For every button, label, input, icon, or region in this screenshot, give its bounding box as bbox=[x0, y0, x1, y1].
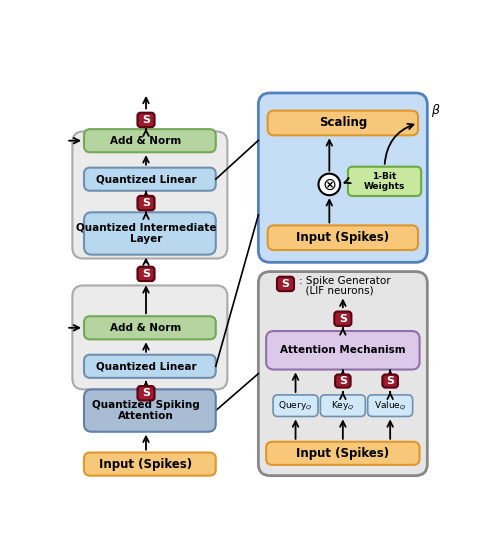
Text: S: S bbox=[281, 279, 290, 289]
FancyBboxPatch shape bbox=[138, 267, 155, 281]
Text: : Spike Generator: : Spike Generator bbox=[299, 276, 391, 286]
FancyBboxPatch shape bbox=[138, 113, 155, 127]
Text: Quantized Linear: Quantized Linear bbox=[96, 174, 196, 184]
FancyBboxPatch shape bbox=[334, 311, 351, 326]
Text: Quantized Spiking
Attention: Quantized Spiking Attention bbox=[92, 400, 200, 421]
FancyBboxPatch shape bbox=[84, 389, 216, 432]
FancyBboxPatch shape bbox=[84, 168, 216, 191]
Text: Scaling: Scaling bbox=[319, 117, 367, 129]
FancyBboxPatch shape bbox=[277, 277, 294, 291]
Text: Query$_Q$: Query$_Q$ bbox=[278, 399, 312, 412]
FancyBboxPatch shape bbox=[72, 131, 227, 258]
Text: S: S bbox=[339, 314, 347, 324]
FancyBboxPatch shape bbox=[266, 331, 419, 370]
FancyBboxPatch shape bbox=[320, 395, 365, 416]
Text: 1-Bit
Weights: 1-Bit Weights bbox=[364, 172, 405, 191]
FancyBboxPatch shape bbox=[348, 167, 421, 196]
FancyBboxPatch shape bbox=[84, 355, 216, 378]
Text: Input (Spikes): Input (Spikes) bbox=[296, 447, 389, 460]
Text: S: S bbox=[142, 198, 150, 208]
FancyBboxPatch shape bbox=[138, 196, 155, 210]
FancyBboxPatch shape bbox=[382, 375, 398, 388]
Text: S: S bbox=[142, 388, 150, 398]
FancyBboxPatch shape bbox=[138, 386, 155, 400]
FancyBboxPatch shape bbox=[84, 212, 216, 255]
FancyBboxPatch shape bbox=[84, 129, 216, 152]
Text: Value$_Q$: Value$_Q$ bbox=[374, 399, 406, 412]
FancyBboxPatch shape bbox=[259, 93, 427, 262]
Text: Attention Mechanism: Attention Mechanism bbox=[280, 345, 406, 355]
FancyBboxPatch shape bbox=[368, 395, 413, 416]
FancyBboxPatch shape bbox=[335, 375, 350, 388]
Circle shape bbox=[318, 174, 340, 195]
Text: Input (Spikes): Input (Spikes) bbox=[100, 458, 192, 471]
Text: Add & Norm: Add & Norm bbox=[110, 323, 182, 333]
Text: ⊗: ⊗ bbox=[322, 175, 336, 194]
FancyBboxPatch shape bbox=[266, 442, 419, 465]
FancyBboxPatch shape bbox=[72, 285, 227, 389]
Text: Quantized Intermediate
Layer: Quantized Intermediate Layer bbox=[76, 223, 216, 244]
FancyBboxPatch shape bbox=[259, 272, 427, 476]
FancyBboxPatch shape bbox=[84, 316, 216, 339]
Text: S: S bbox=[339, 376, 347, 386]
Text: S: S bbox=[142, 269, 150, 279]
FancyBboxPatch shape bbox=[84, 453, 216, 476]
Text: Input (Spikes): Input (Spikes) bbox=[296, 231, 389, 244]
Text: Key$_Q$: Key$_Q$ bbox=[331, 399, 355, 412]
FancyBboxPatch shape bbox=[268, 226, 418, 250]
Text: Quantized Linear: Quantized Linear bbox=[96, 361, 196, 371]
Text: S: S bbox=[386, 376, 394, 386]
Text: $\beta$: $\beta$ bbox=[431, 102, 441, 119]
Text: Add & Norm: Add & Norm bbox=[110, 136, 182, 146]
FancyBboxPatch shape bbox=[273, 395, 318, 416]
Text: (LIF neurons): (LIF neurons) bbox=[299, 285, 374, 295]
FancyBboxPatch shape bbox=[268, 111, 418, 135]
Text: S: S bbox=[142, 115, 150, 125]
